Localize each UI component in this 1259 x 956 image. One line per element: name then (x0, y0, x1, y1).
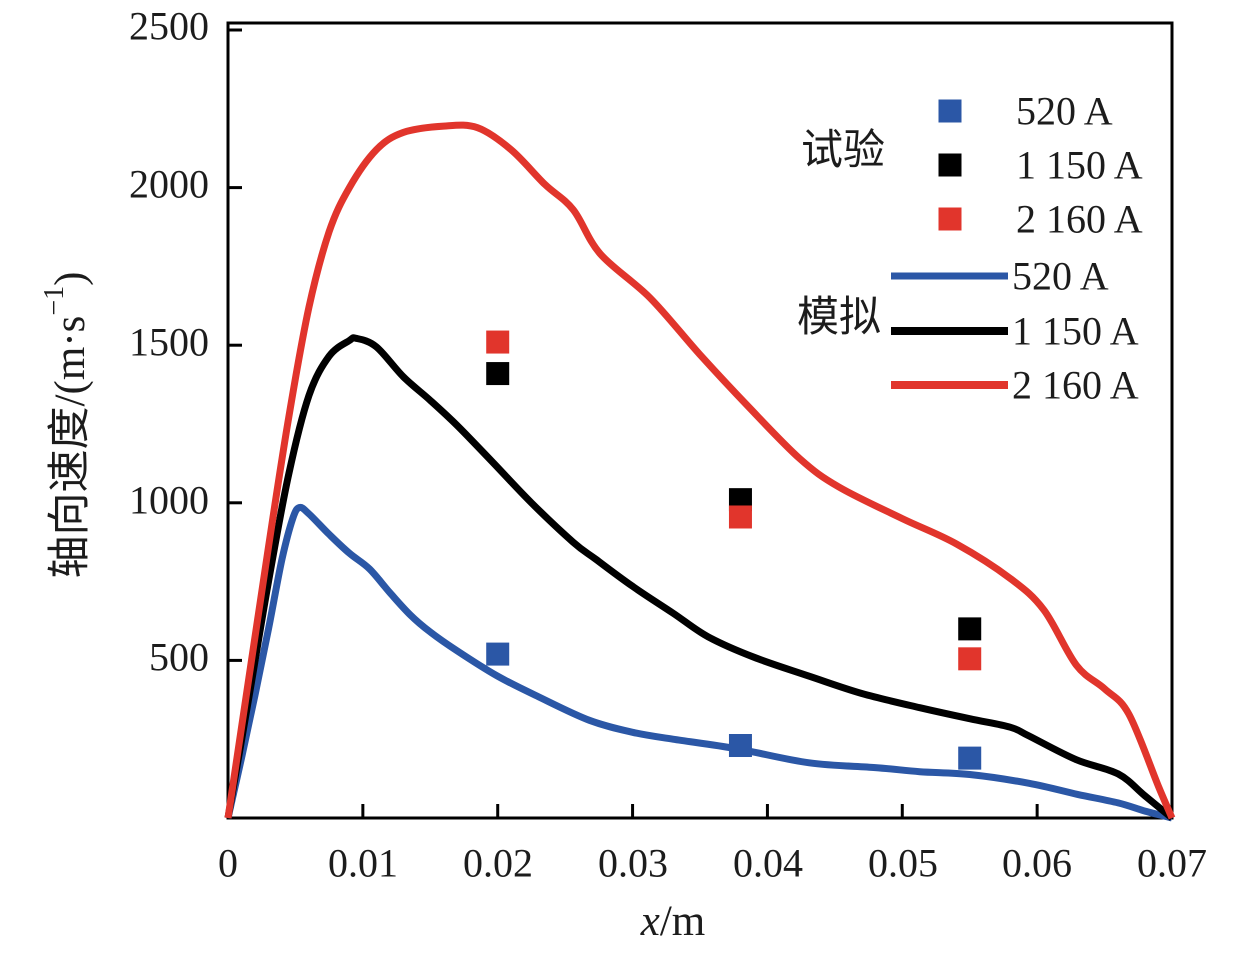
y-tick-label-1500: 1500 (129, 320, 209, 365)
plot-geometry (224, 21, 1176, 822)
legend-marker-1150A (938, 153, 962, 177)
experiment-point-2160A-0 (486, 330, 510, 354)
x-tick-label-002: 0.02 (463, 841, 533, 886)
x-tick-label-003: 0.03 (598, 841, 668, 886)
y-tick-labels: 2500 2000 1500 1000 500 (129, 4, 209, 680)
x-tick-label-007: 0.07 (1137, 841, 1207, 886)
legend-group-simulation: 模拟 (797, 295, 881, 341)
legend-label-sim-1150A: 1 150 A (1012, 309, 1139, 354)
legend: 试验 模拟 520 A 1 150 A 2 160 A 520 A 1 150 … (797, 89, 1143, 408)
legend-label-sim-520A: 520 A (1012, 254, 1109, 299)
x-tick-label-005: 0.05 (868, 841, 938, 886)
simulation-curve-1150A (224, 334, 1175, 821)
legend-marker-2160A (938, 207, 962, 231)
x-tick-label-004: 0.04 (733, 841, 803, 886)
y-tick-label-1000: 1000 (129, 478, 209, 523)
x-axis-label: x/m (640, 898, 706, 945)
x-tick-labels: 0 0.01 0.02 0.03 0.04 0.05 0.06 0.07 (218, 841, 1207, 886)
x-tick-label-0: 0 (218, 841, 238, 886)
legend-label-exp-1150A: 1 150 A (1016, 143, 1143, 188)
experiment-point-1150A-2 (958, 617, 982, 641)
simulation-curve-520A (224, 503, 1173, 822)
legend-marker-520A (938, 99, 962, 123)
experiment-point-1150A-0 (486, 362, 510, 386)
x-tick-label-006: 0.06 (1002, 841, 1072, 886)
experiment-point-520A-0 (486, 642, 510, 666)
experiment-point-1150A-1 (728, 488, 752, 512)
experiment-point-2160A-2 (958, 647, 982, 671)
y-tick-label-2000: 2000 (129, 162, 209, 207)
simulation-curve-2160A (224, 121, 1176, 820)
experiment-point-2160A-1 (728, 505, 752, 529)
legend-label-exp-520A: 520 A (1016, 89, 1113, 134)
plot-frame (226, 21, 1174, 820)
experiment-point-520A-2 (958, 746, 982, 770)
y-tick-label-2500: 2500 (129, 4, 209, 49)
legend-group-experiment: 试验 (801, 127, 885, 174)
x-tick-label-001: 0.01 (328, 841, 398, 886)
experiment-point-520A-1 (728, 734, 752, 758)
y-axis-label: 轴向速度/(m·s−1) (39, 272, 94, 579)
y-tick-label-500: 500 (149, 635, 209, 680)
legend-label-sim-2160A: 2 160 A (1012, 363, 1139, 408)
legend-label-exp-2160A: 2 160 A (1016, 197, 1143, 242)
